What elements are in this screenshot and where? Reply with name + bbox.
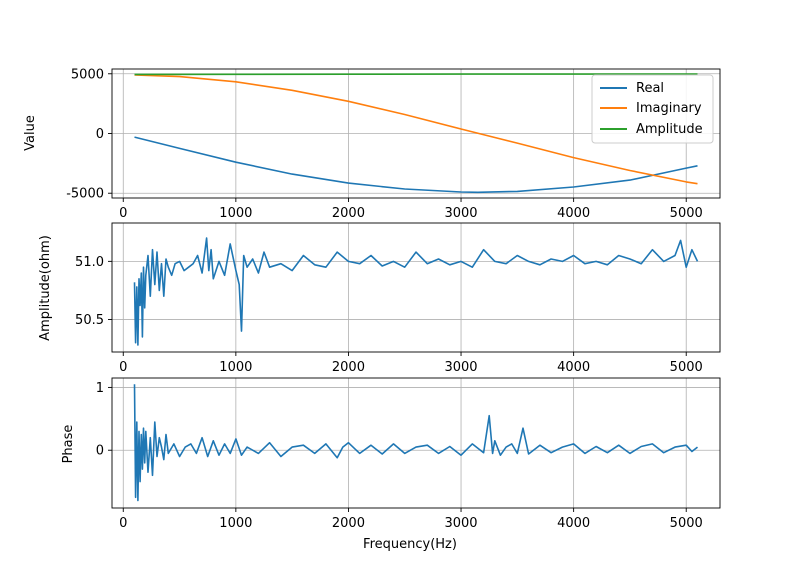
x-tick-label: 2000	[332, 360, 365, 375]
x-tick-label: 5000	[670, 516, 703, 531]
series-top	[134, 73, 698, 194]
y-tick-label: -5000	[66, 187, 104, 202]
subplot-top: 0 1000 2000 3000 4000 5000 -5000 0 5000 Value R…	[23, 67, 721, 221]
x-tick-label: 1000	[219, 206, 252, 221]
x-tick-label: 1000	[219, 516, 252, 531]
x-tick-label: 5000	[670, 206, 703, 221]
x-ticks-top: 0 1000 2000 3000 4000 5000	[119, 198, 703, 221]
x-tick-label: 4000	[557, 360, 590, 375]
y-tick-label: 51.0	[75, 255, 104, 270]
series-middle	[133, 237, 699, 346]
x-tick-label: 3000	[444, 206, 477, 221]
series-bottom	[133, 384, 698, 502]
x-tick-label: 5000	[670, 360, 703, 375]
x-tick-label: 3000	[444, 360, 477, 375]
x-tick-label: 0	[119, 206, 127, 221]
legend-box	[591, 74, 714, 144]
axes-frame-middle	[111, 222, 721, 353]
y-axis-label-middle: Amplitude(ohm)	[38, 235, 53, 341]
grid-middle	[112, 223, 720, 352]
x-tick-label: 0	[119, 360, 127, 375]
y-tick-label: 0	[96, 444, 104, 459]
y-tick-label: 1	[96, 381, 104, 396]
x-tick-label: 2000	[332, 516, 365, 531]
x-ticks-bottom: 0 1000 2000 3000 4000 5000	[119, 508, 703, 531]
y-axis-label-bottom: Phase	[61, 425, 76, 464]
y-tick-label: 50.5	[75, 313, 104, 328]
subplot-middle: 0 1000 2000 3000 4000 5000 50.5 51.0 Amplitude…	[38, 222, 721, 375]
y-ticks-bottom: 01	[96, 381, 112, 459]
y-tick-label: 0	[96, 127, 104, 142]
series-line-real	[134, 136, 698, 194]
x-tick-label: 1000	[219, 360, 252, 375]
legend-label-real: Real	[636, 81, 664, 96]
x-tick-label: 0	[119, 516, 127, 531]
legend: Real Imaginary Amplitude	[591, 74, 714, 144]
x-tick-label: 4000	[557, 516, 590, 531]
x-tick-label: 4000	[557, 206, 590, 221]
x-ticks-middle: 0 1000 2000 3000 4000 5000	[119, 352, 703, 375]
series-line-imaginary	[134, 74, 698, 185]
series-line-phase	[133, 384, 698, 502]
x-axis-label: Frequency(Hz)	[363, 537, 457, 552]
y-ticks-top: -5000 0 5000	[66, 67, 112, 202]
series-line-amplitude	[133, 237, 699, 346]
y-tick-label: 5000	[71, 67, 104, 82]
x-tick-label: 3000	[444, 516, 477, 531]
axes-frame-bottom	[111, 377, 721, 509]
y-axis-label-top: Value	[23, 115, 38, 151]
y-ticks-middle: 50.5 51.0	[75, 255, 112, 328]
subplot-bottom: 0 1000 2000 3000 4000 5000 01 Phase Frequency…	[61, 377, 721, 552]
x-tick-label: 2000	[332, 206, 365, 221]
legend-label-imaginary: Imaginary	[636, 101, 702, 116]
legend-label-amplitude: Amplitude	[636, 122, 703, 137]
